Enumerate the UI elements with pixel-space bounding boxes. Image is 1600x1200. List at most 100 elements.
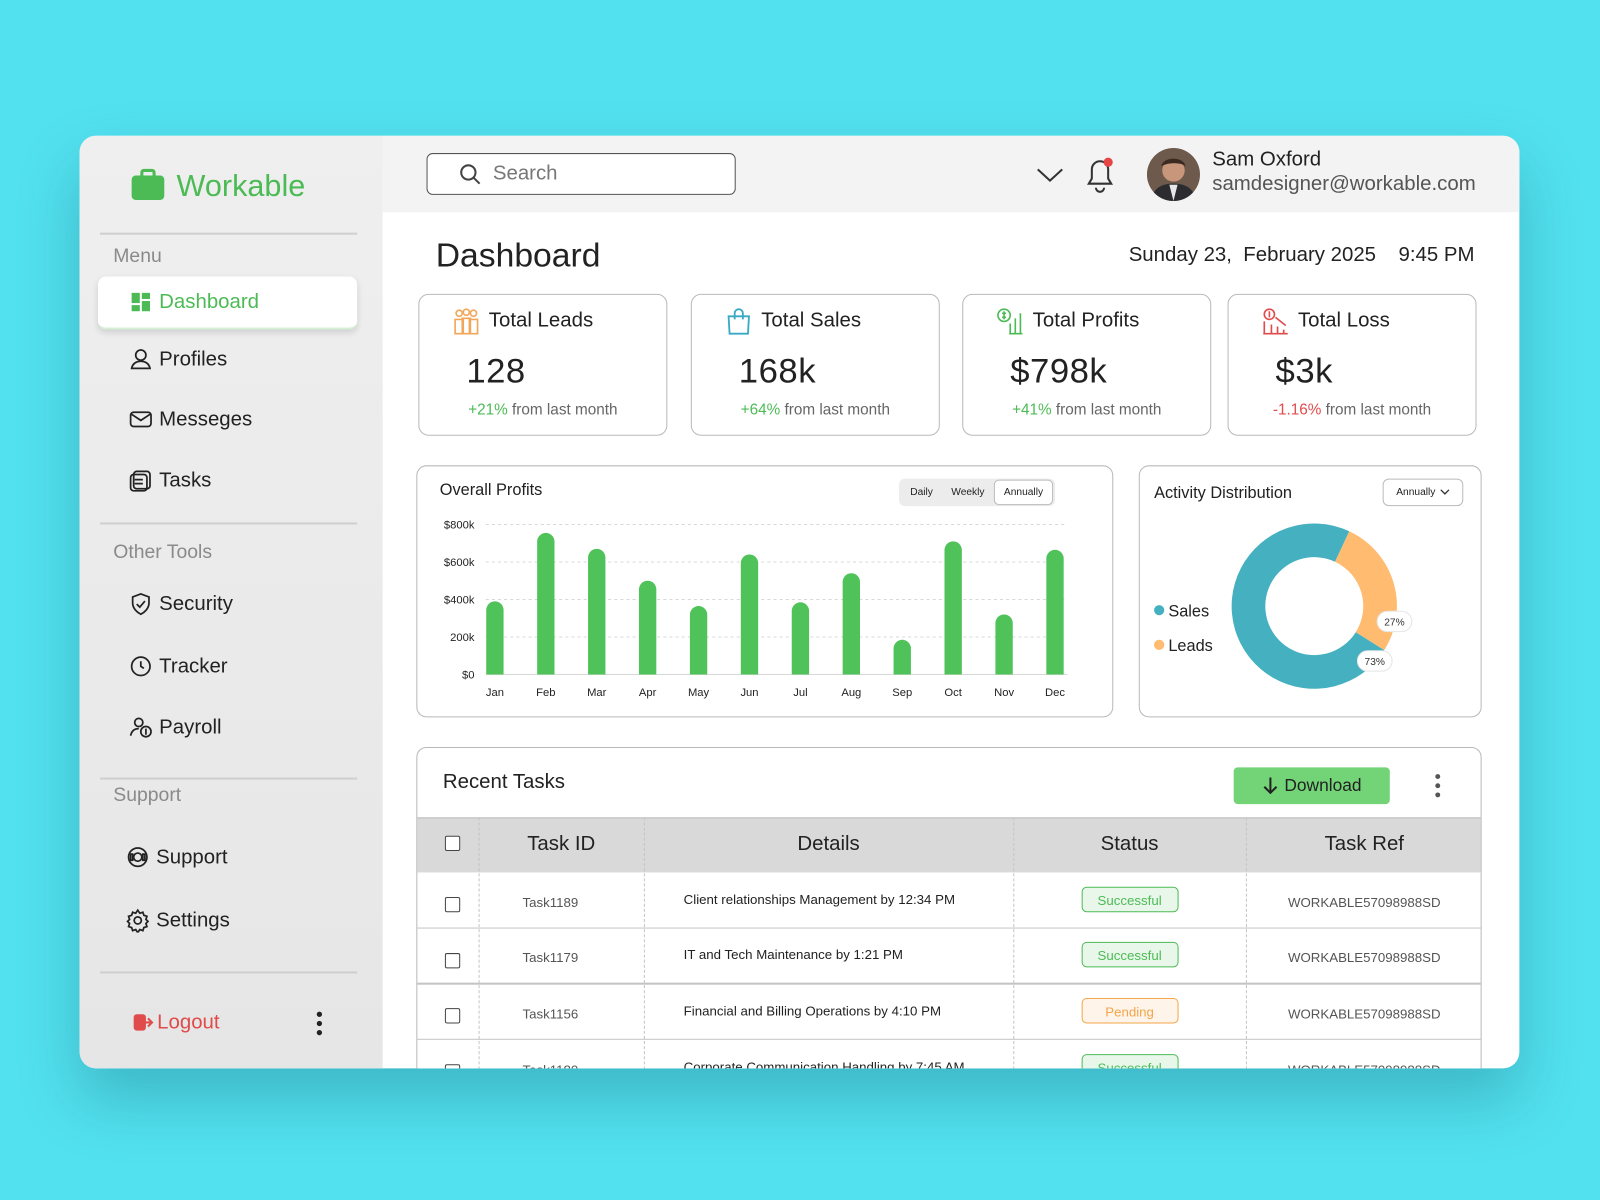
- stat-value: $798k: [1010, 352, 1108, 391]
- change-value: -1.16%: [1272, 401, 1322, 419]
- icon: [133, 1014, 154, 1031]
- stat-icon: [452, 307, 481, 336]
- status-cell: Successful: [1013, 927, 1246, 983]
- period-option[interactable]: Weekly: [951, 486, 985, 498]
- stat-change: +41% from last month: [963, 401, 1210, 418]
- legend-label: Leads: [1168, 637, 1212, 655]
- stat-value: 168k: [738, 352, 817, 391]
- chart-title: Activity Distribution: [1154, 484, 1292, 503]
- checkbox[interactable]: [444, 1008, 461, 1024]
- avatar[interactable]: [1146, 147, 1200, 202]
- row-divider: [417, 927, 1481, 929]
- icon: [130, 349, 152, 370]
- value-label: 73%: [1365, 657, 1385, 668]
- nav-label: Messeges: [159, 407, 253, 431]
- download-button[interactable]: Download: [1233, 767, 1390, 805]
- app-window: Workable Menu Dashboard Profiles Messege…: [79, 135, 1520, 1069]
- stat-icon: [724, 307, 753, 336]
- checkbox[interactable]: [444, 835, 461, 852]
- nav-label: Settings: [156, 908, 230, 932]
- user-name: Sam Oxford: [1212, 147, 1322, 171]
- more-button[interactable]: [312, 1010, 326, 1037]
- row-divider: [417, 982, 1481, 985]
- dropdown-chevron[interactable]: [1036, 164, 1065, 184]
- nav-label: Logout: [157, 1010, 220, 1034]
- change-note: from last month: [1055, 401, 1162, 419]
- period-toggle: Daily Weekly Annually: [898, 478, 1056, 507]
- download-icon: [1263, 777, 1277, 795]
- task-details: Financial and Billing Operations by 4:10…: [683, 1003, 942, 1019]
- stat-change: +21% from last month: [419, 401, 666, 418]
- label-bubble: [1376, 610, 1413, 633]
- task-id: Task1180: [522, 1039, 578, 1069]
- bar: [537, 532, 555, 675]
- chevron: [1440, 489, 1450, 495]
- y-tick-label: $400k: [444, 595, 475, 607]
- icon: [129, 717, 152, 738]
- divider: [99, 232, 358, 235]
- search-box[interactable]: Search: [426, 153, 736, 195]
- x-tick-label: Jul: [793, 687, 807, 699]
- donut-segment: [1334, 531, 1397, 651]
- time: 9:45 PM: [1398, 243, 1475, 267]
- nav-item[interactable]: Tracker: [129, 651, 228, 682]
- nav-label: Support: [156, 845, 228, 868]
- icon: [1263, 308, 1288, 335]
- task-id: Task1179: [522, 950, 579, 966]
- x-tick-label: Sep: [892, 687, 912, 699]
- stat-change: +64% from last month: [692, 401, 939, 418]
- date-time: Sunday 23, February 2025 9:45 PM: [998, 244, 1475, 267]
- period-option[interactable]: Annually: [993, 479, 1054, 506]
- status-cell: Pending: [1013, 983, 1246, 1039]
- nav-item[interactable]: Dashboard: [129, 287, 259, 318]
- stat-card: Total Profits $798k +41% from last month: [962, 293, 1212, 436]
- section-title: Support: [113, 784, 182, 807]
- nav-item[interactable]: Support: [126, 842, 228, 873]
- checkbox[interactable]: [444, 952, 461, 968]
- stat-value: $3k: [1275, 352, 1333, 391]
- column-divider: [1013, 817, 1015, 1069]
- period-dropdown[interactable]: Annually: [1382, 478, 1464, 507]
- section-title: Menu: [113, 245, 162, 268]
- checkbox[interactable]: [444, 1064, 461, 1069]
- y-tick-label: 200k: [450, 632, 475, 644]
- x-tick-label: Dec: [1045, 687, 1065, 699]
- legend-label: Sales: [1168, 602, 1209, 620]
- row-divider: [417, 1038, 1481, 1041]
- notification-bell[interactable]: [1083, 153, 1118, 194]
- page-title: Dashboard: [435, 235, 601, 274]
- activity-chart: Activity Distribution Annually 73% Sales 2…: [1138, 465, 1482, 718]
- x-tick-label: Apr: [639, 687, 657, 699]
- logout-button[interactable]: Logout: [131, 1007, 220, 1038]
- x-tick-label: Nov: [994, 687, 1014, 699]
- more-button[interactable]: [1432, 772, 1444, 799]
- checkbox[interactable]: [444, 896, 461, 913]
- date: Sunday 23, February 2025: [1128, 243, 1377, 267]
- nav-item[interactable]: Tasks: [129, 465, 211, 496]
- x-tick-label: Mar: [587, 687, 607, 699]
- stat-card: Total Loss $3k -1.16% from last month: [1227, 293, 1477, 436]
- period-option[interactable]: Daily: [910, 486, 933, 498]
- icon: [130, 656, 151, 677]
- nav-item[interactable]: Payroll: [129, 712, 222, 743]
- task-ref: WORKABLE57098988SD: [1287, 1006, 1441, 1022]
- icon: [127, 847, 148, 868]
- status-cell: Successful: [1013, 1039, 1246, 1069]
- task-details: Corporate Communication Handling by 7:45…: [683, 1058, 965, 1069]
- search-icon: [460, 163, 481, 184]
- table-title: Recent Tasks: [442, 770, 565, 793]
- change-note: from last month: [1325, 401, 1432, 419]
- divider: [99, 971, 358, 974]
- x-tick-label: Jan: [486, 687, 504, 699]
- task-details: Client relationships Management by 12:34…: [683, 891, 956, 907]
- status-badge: Successful: [1081, 1053, 1179, 1069]
- sidebar: Workable Menu Dashboard Profiles Messege…: [79, 135, 383, 1069]
- nav-item[interactable]: Security: [129, 589, 233, 620]
- icon: [131, 592, 150, 616]
- stat-card: Total Sales 168k +64% from last month: [690, 293, 940, 436]
- nav-item[interactable]: Profiles: [129, 344, 227, 375]
- status-badge: Successful: [1081, 942, 1179, 968]
- nav-item[interactable]: Settings: [126, 905, 230, 936]
- logo-handle: [140, 168, 156, 181]
- nav-item[interactable]: Messeges: [129, 404, 253, 435]
